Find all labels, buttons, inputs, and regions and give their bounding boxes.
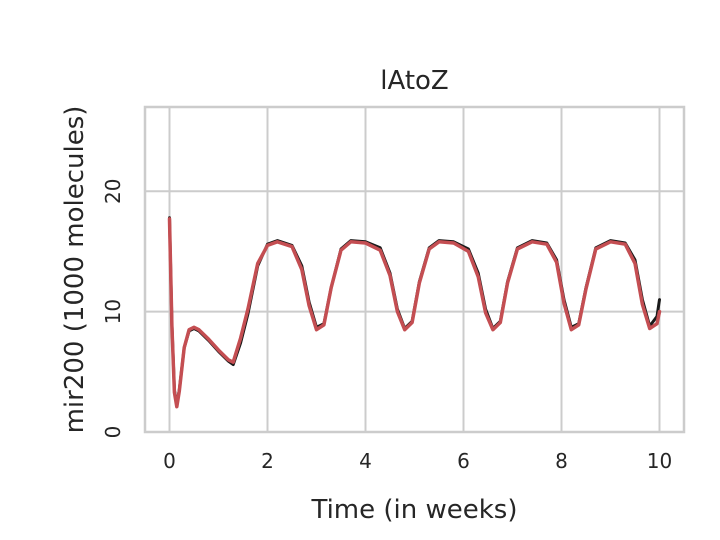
chart-title: lAtoZ <box>380 66 448 96</box>
series-layer <box>167 216 662 409</box>
x-tick-labels: 0 2 4 6 8 10 <box>163 449 672 473</box>
x-tick-label: 4 <box>359 449 372 473</box>
y-tick-label: 20 <box>101 179 125 204</box>
x-tick-label: 6 <box>457 449 470 473</box>
grid <box>145 107 684 433</box>
y-axis-label: mir200 (1000 molecules) <box>60 106 90 434</box>
x-tick-label: 8 <box>555 449 568 473</box>
y-tick-label: 10 <box>101 299 125 324</box>
plot-frame <box>143 105 686 434</box>
y-tick-labels: 0 10 20 <box>101 179 125 439</box>
x-tick-label: 2 <box>261 449 274 473</box>
x-tick-label: 10 <box>647 449 672 473</box>
series-line-2 <box>167 217 662 409</box>
x-tick-label: 0 <box>163 449 176 473</box>
x-axis-label: Time (in weeks) <box>310 495 517 525</box>
y-tick-label: 0 <box>101 426 125 439</box>
